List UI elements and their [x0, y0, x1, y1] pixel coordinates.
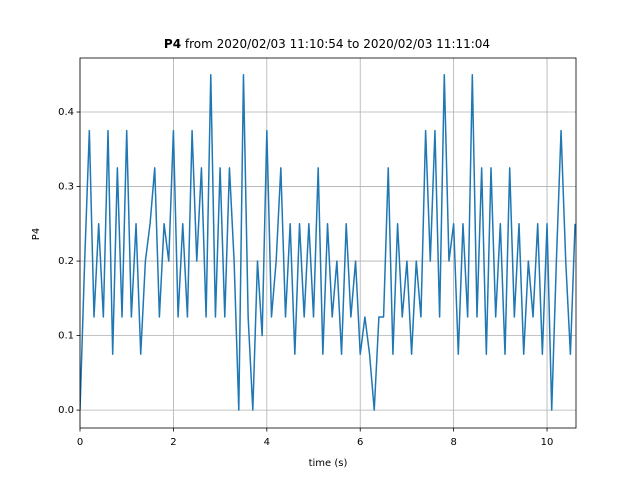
- data-line: [80, 74, 576, 411]
- y-tick-label: 0.0: [58, 405, 74, 416]
- x-tick-label: 10: [541, 437, 554, 448]
- x-axis-label: time (s): [309, 458, 348, 469]
- y-axis-label: P4: [31, 228, 42, 240]
- x-tick-label: 8: [450, 437, 456, 448]
- y-tick-label: 0.2: [58, 256, 74, 267]
- x-tick-label: 0: [77, 437, 83, 448]
- title-text: from 2020/02/03 11:10:54 to 2020/02/03 1…: [185, 37, 490, 51]
- chart-title: P4 from 2020/02/03 11:10:54 to 2020/02/0…: [164, 37, 490, 51]
- y-tick-label: 0.3: [58, 182, 74, 193]
- x-tick-label: 4: [264, 437, 270, 448]
- x-tick-label: 2: [170, 437, 176, 448]
- x-tick-label: 6: [357, 437, 363, 448]
- y-tick-label: 0.4: [58, 107, 74, 118]
- title-variable: P4: [164, 37, 181, 51]
- y-tick-label: 0.1: [58, 331, 74, 342]
- plot-frame: [79, 57, 577, 429]
